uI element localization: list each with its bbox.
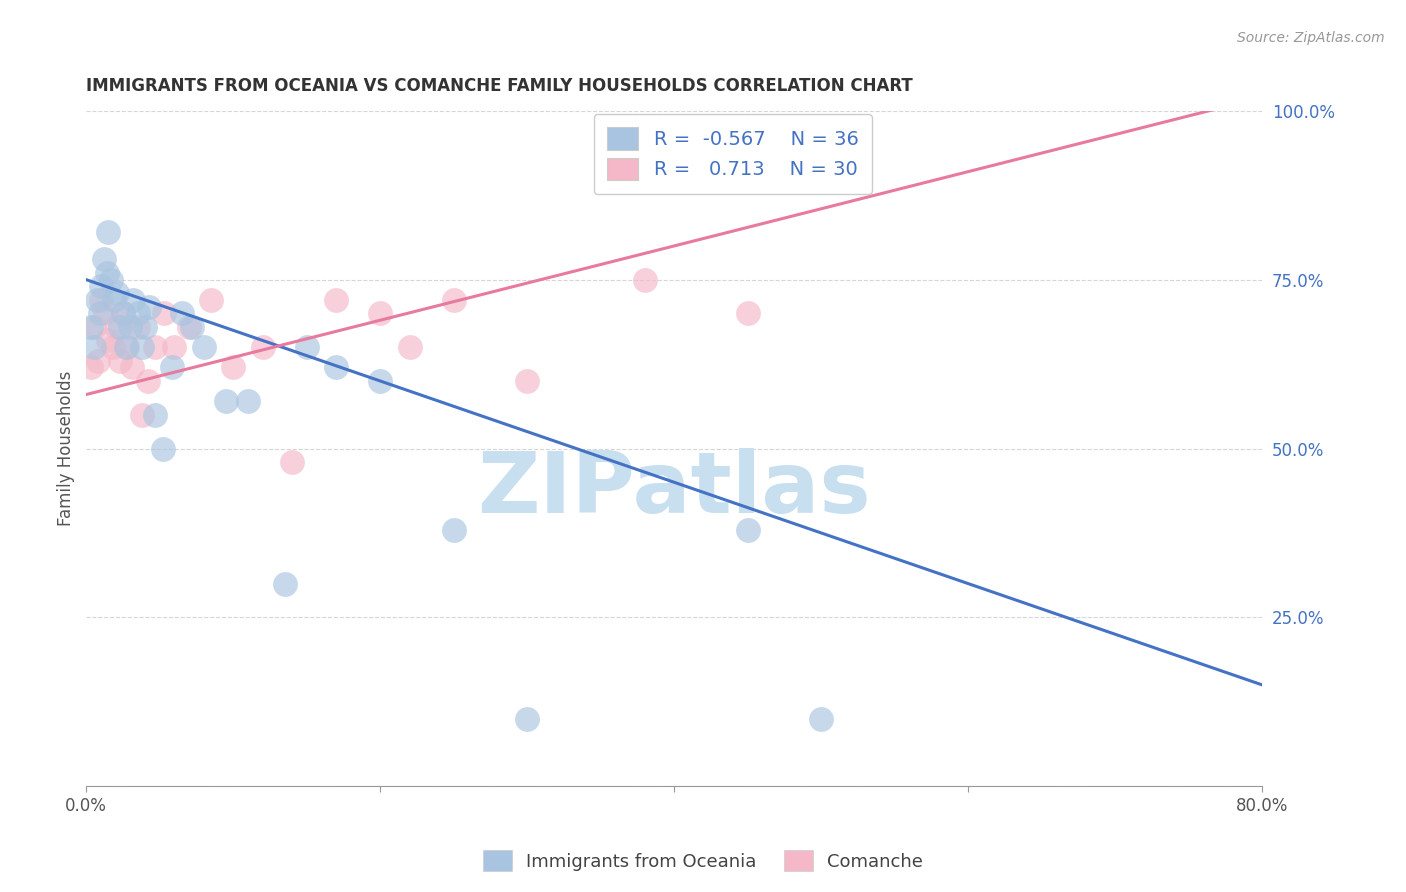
Point [145, 340, 167, 354]
Point [94, 306, 117, 320]
Point [153, 306, 176, 320]
Point [112, 306, 135, 320]
Point [152, 442, 174, 456]
Point [252, 340, 274, 354]
Point [368, 306, 391, 320]
Text: IMMIGRANTS FROM OCEANIA VS COMANCHE FAMILY HOUSEHOLDS CORRELATION CHART: IMMIGRANTS FROM OCEANIA VS COMANCHE FAMI… [86, 78, 912, 95]
Point [181, 320, 204, 334]
Point [295, 340, 318, 354]
Text: ZIPatlas: ZIPatlas [477, 448, 872, 531]
Point [443, 523, 465, 537]
Point [222, 360, 245, 375]
Point [93, 252, 115, 267]
Point [100, 273, 122, 287]
Point [737, 306, 759, 320]
Point [90, 279, 112, 293]
Point [97, 334, 120, 348]
Point [86, 293, 108, 307]
Point [105, 286, 128, 301]
Point [121, 360, 143, 375]
Point [160, 360, 183, 375]
Point [634, 273, 657, 287]
Point [215, 394, 238, 409]
Legend: R =  -0.567    N = 36, R =   0.713    N = 30: R = -0.567 N = 36, R = 0.713 N = 30 [593, 114, 872, 194]
Point [236, 394, 259, 409]
Point [103, 293, 125, 307]
Point [134, 320, 156, 334]
Point [810, 712, 832, 726]
Point [117, 340, 139, 354]
Point [737, 523, 759, 537]
Point [131, 408, 153, 422]
Point [163, 340, 186, 354]
Point [325, 293, 347, 307]
Point [138, 300, 160, 314]
Point [281, 455, 304, 469]
Point [122, 293, 145, 307]
Legend: Immigrants from Oceania, Comanche: Immigrants from Oceania, Comanche [475, 843, 931, 879]
Point [97, 226, 120, 240]
Point [325, 360, 347, 375]
Point [90, 293, 112, 307]
Point [127, 306, 149, 320]
Point [200, 293, 222, 307]
Point [80, 320, 103, 334]
Y-axis label: Family Households: Family Households [58, 371, 75, 526]
Point [368, 374, 391, 388]
Point [89, 306, 111, 320]
Point [179, 320, 201, 334]
Point [112, 306, 135, 320]
Point [398, 340, 420, 354]
Point [83, 320, 105, 334]
Point [131, 340, 153, 354]
Point [193, 340, 215, 354]
Point [273, 576, 295, 591]
Point [115, 340, 138, 354]
Point [145, 408, 167, 422]
Point [170, 306, 193, 320]
Point [108, 353, 131, 368]
Point [101, 340, 124, 354]
Point [83, 340, 105, 354]
Point [516, 374, 538, 388]
Point [127, 320, 149, 334]
Point [136, 374, 159, 388]
Point [80, 360, 103, 375]
Text: Source: ZipAtlas.com: Source: ZipAtlas.com [1237, 31, 1385, 45]
Point [443, 293, 465, 307]
Point [516, 712, 538, 726]
Point [108, 320, 131, 334]
Point [87, 353, 110, 368]
Point [120, 320, 142, 334]
Point [104, 320, 127, 334]
Point [96, 266, 118, 280]
